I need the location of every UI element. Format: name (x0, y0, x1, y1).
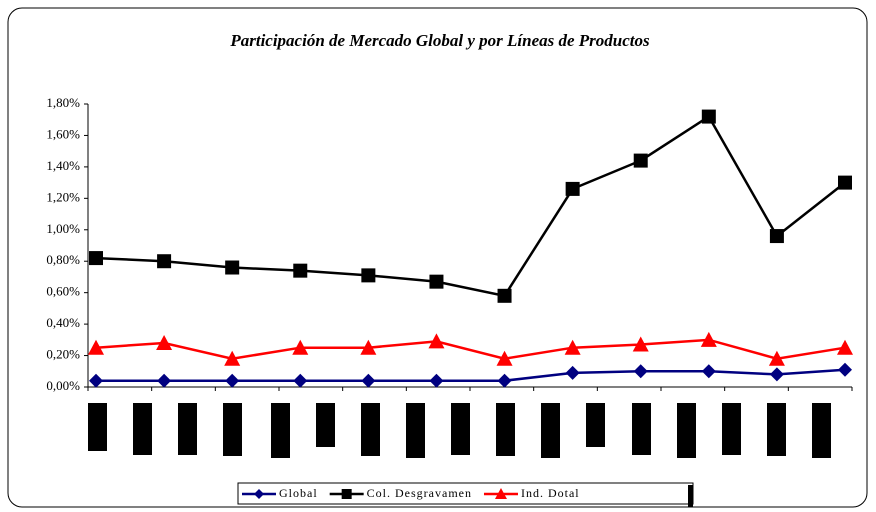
y-tick-label: 0,00% (46, 378, 80, 393)
y-tick-label: 0,80% (46, 252, 80, 267)
marker (429, 274, 444, 289)
marker (224, 350, 241, 366)
series-line (95, 114, 846, 298)
marker (157, 373, 172, 388)
legend-label: Col. Desgravamen (367, 486, 472, 500)
y-tick-label: 0,20% (46, 347, 80, 362)
marker (225, 260, 240, 275)
series-line (96, 368, 846, 382)
marker (254, 489, 264, 499)
marker (632, 336, 649, 352)
y-tick-label: 0,60% (46, 284, 80, 299)
y-tick-label: 0,40% (46, 315, 80, 330)
redacted-labels (88, 403, 831, 458)
legend-label: Ind. Dotal (521, 486, 580, 500)
marker (496, 350, 513, 366)
y-tick-label: 1,40% (46, 158, 80, 173)
marker (89, 251, 103, 266)
redacted-mark (688, 485, 693, 507)
marker (769, 367, 784, 382)
marker (88, 339, 104, 355)
marker (837, 339, 853, 355)
marker (700, 331, 717, 347)
marker (292, 339, 309, 355)
series-line (95, 338, 846, 360)
marker (157, 254, 172, 269)
marker (565, 181, 580, 196)
marker (497, 288, 512, 303)
marker (341, 489, 352, 499)
marker (838, 175, 852, 190)
marker (633, 153, 648, 168)
marker (429, 373, 444, 388)
marker (494, 488, 507, 499)
y-tick-label: 1,00% (46, 221, 80, 236)
marker (565, 365, 580, 380)
y-tick-label: 1,60% (46, 126, 80, 141)
marker (838, 362, 852, 377)
marker (225, 373, 240, 388)
chart-border (7, 7, 868, 508)
y-tick-label: 1,20% (46, 189, 80, 204)
marker (564, 339, 581, 355)
marker (361, 268, 376, 283)
marker (361, 373, 376, 388)
marker (768, 350, 785, 366)
y-tick-label: 1,80% (46, 95, 80, 110)
marker (293, 373, 308, 388)
marker (633, 364, 648, 379)
marker (156, 334, 173, 350)
marker (769, 229, 784, 244)
marker (701, 364, 716, 379)
legend-label: Global (279, 486, 318, 500)
marker (89, 373, 103, 388)
marker (701, 109, 716, 124)
marker (497, 373, 512, 388)
marker (360, 339, 377, 355)
marker (428, 333, 445, 349)
chart-title: Participación de Mercado Global y por Lí… (229, 31, 650, 50)
marker (293, 263, 308, 278)
